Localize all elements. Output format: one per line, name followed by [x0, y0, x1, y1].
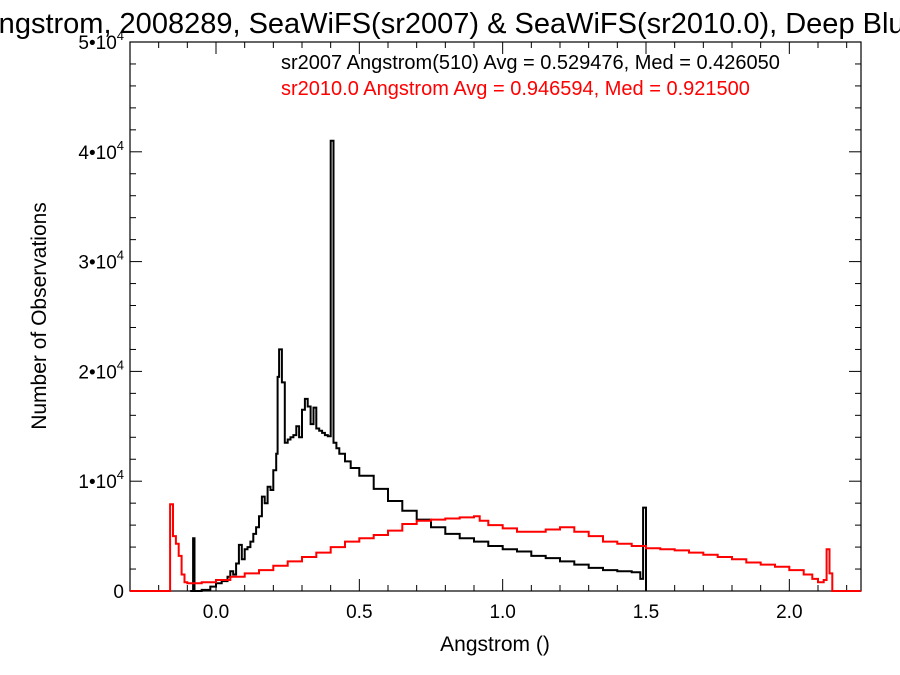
y-tick-label: 0	[113, 582, 124, 603]
x-tick-label: 1.5	[633, 602, 659, 623]
y-axis-label: Number of Observations	[28, 202, 51, 430]
plot-frame	[129, 41, 862, 592]
annotation-sr2007: sr2007 Angstrom(510) Avg = 0.529476, Med…	[281, 52, 780, 74]
x-axis-label: Angstrom ()	[440, 633, 550, 656]
x-tick-label: 1.0	[489, 602, 515, 623]
y-tick-label: 1•104	[78, 467, 124, 493]
y-tick-label: 4•104	[78, 138, 124, 164]
x-tick-label: 0.0	[203, 602, 229, 623]
y-tick-label: 5•104	[78, 28, 124, 54]
y-tick-label: 3•104	[78, 248, 124, 274]
annotation-sr2010: sr2010.0 Angstrom Avg = 0.946594, Med = …	[281, 78, 750, 100]
y-tick-label: 2•104	[78, 357, 124, 383]
series-sr2010-line	[130, 503, 861, 592]
series-layer	[130, 139, 861, 592]
series-sr2007-line	[190, 139, 647, 592]
x-tick-label: 0.5	[346, 602, 372, 623]
chart-title: Angstrom, 2008289, SeaWiFS(sr2007) & Sea…	[0, 8, 900, 40]
x-tick-label: 2.0	[776, 602, 802, 623]
